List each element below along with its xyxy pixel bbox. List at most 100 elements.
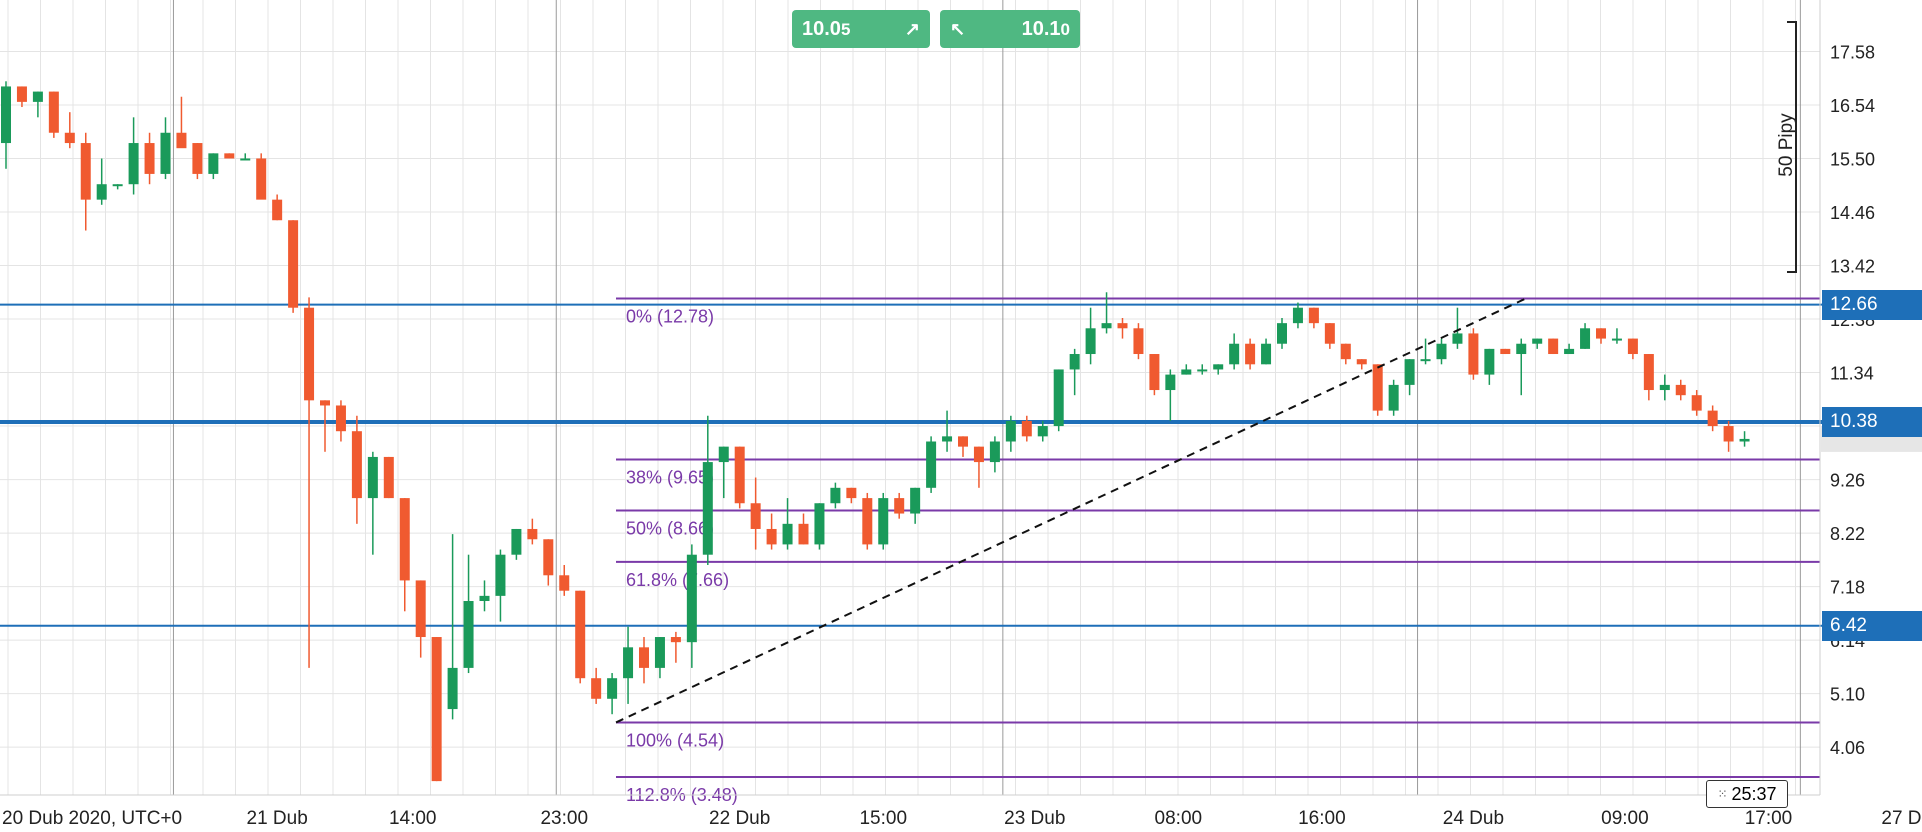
day-separators	[172, 0, 1801, 795]
candle-body	[176, 132, 187, 149]
candle-body	[1404, 359, 1415, 385]
candle-body	[1261, 343, 1272, 365]
candle-body	[559, 575, 570, 591]
candle-body	[607, 678, 618, 699]
candle-body	[1739, 438, 1750, 442]
candle-body	[1229, 343, 1240, 365]
fibonacci-retracement[interactable]: 0% (12.78) 38% (9.65) 50% (8.66) 61.8% (7.6…	[616, 297, 1820, 805]
price-tick-label: 4.06	[1830, 738, 1865, 758]
candle-body	[1133, 328, 1144, 355]
fib-level-label: 61.8% (7.66)	[626, 570, 729, 590]
time-tick-label: 27 Dub	[1881, 808, 1922, 829]
price-tick-label: 14.46	[1830, 203, 1875, 223]
candle-body	[1037, 426, 1048, 437]
candle-countdown[interactable]: ⁙ 25:37	[1706, 780, 1788, 808]
candle-body	[320, 400, 330, 406]
candle-body	[495, 554, 506, 596]
price-tick-label: 17.58	[1830, 42, 1875, 62]
candle-body	[447, 667, 458, 710]
scale-bracket: 50 Pipy	[1776, 21, 1797, 273]
price-tag-label[interactable]: 12.66	[1822, 289, 1922, 320]
candle-body	[399, 498, 410, 581]
time-tick-label: 23:00	[540, 808, 588, 829]
time-tick-label: 21 Dub	[247, 808, 308, 829]
candle-body	[1516, 343, 1527, 355]
candle-body	[1069, 354, 1080, 370]
candle-body	[463, 601, 474, 668]
time-tick-label: 14:00	[389, 808, 437, 829]
candle-body	[1564, 348, 1575, 355]
candle-body	[240, 158, 251, 161]
candle-body	[846, 487, 857, 499]
candle-body	[1675, 384, 1686, 396]
candle-body	[128, 143, 139, 185]
time-tick-label: 08:00	[1155, 808, 1203, 829]
candle-body	[654, 637, 665, 668]
price-tick-label: 9.26	[1830, 471, 1865, 491]
candle-body	[479, 595, 490, 602]
candle-body	[878, 498, 889, 545]
candle-body	[1324, 323, 1335, 344]
candle-body	[1500, 348, 1511, 355]
candle-body	[591, 678, 602, 699]
candle-body	[16, 86, 27, 102]
time-tick-label: 22 Dub	[709, 808, 770, 829]
candle-body	[1707, 410, 1718, 427]
candle-body	[1643, 354, 1654, 391]
candle-body	[782, 523, 793, 545]
candle-body	[543, 539, 554, 576]
candle-body	[862, 498, 873, 545]
time-tick-label: 09:00	[1601, 808, 1649, 829]
candle-body	[1, 86, 11, 144]
candle-body	[575, 590, 586, 679]
time-tick-label: 16:00	[1298, 808, 1346, 829]
candle-body	[80, 143, 91, 200]
fib-level-label: 38% (9.65)	[626, 468, 714, 488]
candle-body	[1308, 307, 1319, 324]
time-tick-label: 17:00	[1745, 808, 1793, 829]
candle-body	[304, 307, 315, 401]
candle-body	[1213, 364, 1224, 370]
candle-body	[1117, 323, 1128, 329]
candle-body	[1468, 333, 1479, 375]
candle-body	[1484, 348, 1495, 375]
candle-body	[383, 456, 394, 499]
candle-body	[670, 637, 681, 643]
candle-body	[1245, 343, 1256, 365]
candle-body	[1627, 338, 1638, 355]
candle-body	[1181, 369, 1192, 375]
candle-body	[160, 132, 171, 174]
fib-level-label: 50% (8.66)	[626, 518, 714, 538]
candle-body	[686, 554, 697, 643]
time-axis[interactable]: 20 Dub 2020, UTC+0 21 Dub 14:00 23:00 22 Dub…	[0, 794, 1922, 829]
candle-body	[1149, 354, 1160, 391]
price-axis[interactable]: 17.5816.5415.5014.4613.4212.3811.3410.05…	[1819, 0, 1922, 795]
candle-body	[1005, 420, 1016, 442]
candle-body	[830, 487, 841, 504]
chart-grid	[0, 0, 1820, 795]
candle-body	[910, 487, 921, 514]
candle-body	[1420, 359, 1431, 362]
candle-body	[1611, 338, 1622, 341]
buy-price: 10.10	[1021, 17, 1070, 40]
price-tick-label: 5.10	[1830, 685, 1865, 705]
candle-body	[335, 405, 346, 432]
candle-body	[639, 647, 649, 668]
candles	[1, 81, 1750, 782]
price-tick-label: 16.54	[1830, 96, 1875, 116]
price-tag-label[interactable]: 6.42	[1822, 610, 1922, 641]
candle-body	[623, 647, 634, 679]
candle-body	[208, 153, 219, 174]
buy-button[interactable]: ↖ 10.10	[940, 10, 1080, 48]
time-tick-label: 23 Dub	[1004, 808, 1065, 829]
time-tick-label: 24 Dub	[1443, 808, 1504, 829]
candle-body	[1277, 323, 1287, 344]
candle-body	[272, 199, 283, 221]
sell-button[interactable]: 10.05 ↗	[792, 10, 930, 48]
candle-body	[527, 528, 538, 540]
candle-body	[48, 91, 59, 133]
candle-body	[1596, 328, 1606, 339]
price-tag-label[interactable]: 10.38	[1822, 406, 1922, 437]
horizontal-lines[interactable]	[0, 303, 1922, 627]
